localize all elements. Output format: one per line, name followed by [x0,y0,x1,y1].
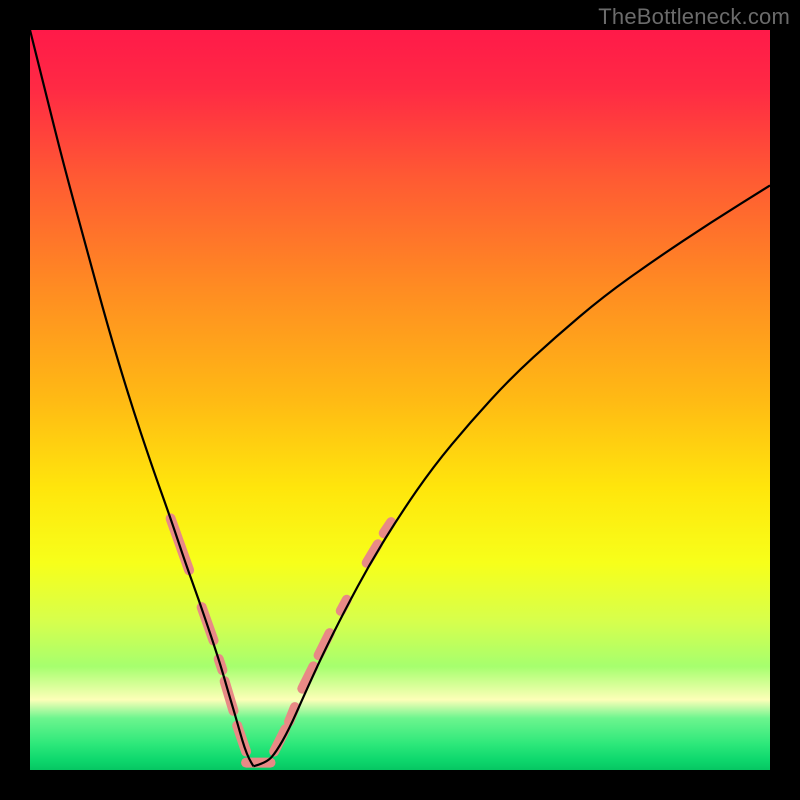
curve-markers [171,518,392,762]
watermark-text: TheBottleneck.com [598,4,790,30]
chart-stage: TheBottleneck.com [0,0,800,800]
plot-area [30,30,770,770]
curve-right [253,185,770,766]
curve-layer [30,30,770,770]
